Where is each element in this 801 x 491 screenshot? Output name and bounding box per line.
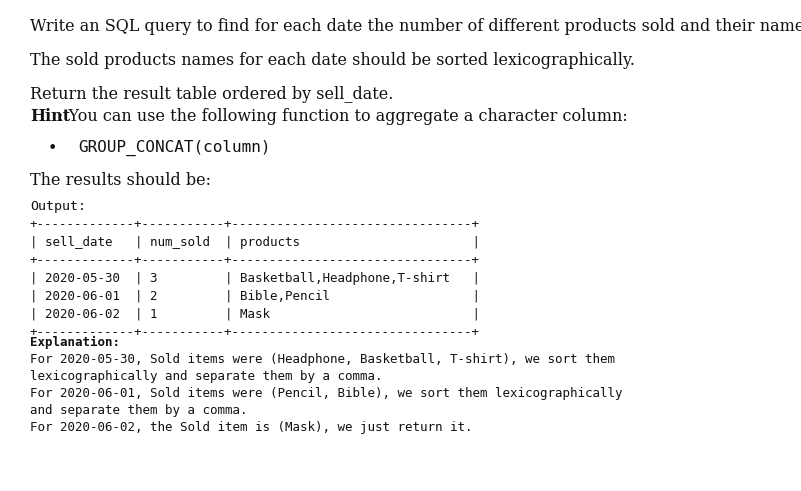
- Text: •: •: [48, 140, 58, 157]
- Text: +-------------+-----------+--------------------------------+: +-------------+-----------+-------------…: [30, 254, 480, 267]
- Text: Explanation:: Explanation:: [30, 336, 120, 349]
- Text: lexicographically and separate them by a comma.: lexicographically and separate them by a…: [30, 370, 383, 383]
- Text: The results should be:: The results should be:: [30, 172, 211, 189]
- Text: +-------------+-----------+--------------------------------+: +-------------+-----------+-------------…: [30, 326, 480, 339]
- Text: Return the result table ordered by sell_date.: Return the result table ordered by sell_…: [30, 86, 393, 103]
- Text: | 2020-06-02  | 1         | Mask                           |: | 2020-06-02 | 1 | Mask |: [30, 308, 480, 321]
- Text: GROUP_CONCAT(column): GROUP_CONCAT(column): [78, 140, 271, 156]
- Text: For 2020-06-01, Sold items were (Pencil, Bible), we sort them lexicographically: For 2020-06-01, Sold items were (Pencil,…: [30, 387, 622, 400]
- Text: For 2020-06-02, the Sold item is (Mask), we just return it.: For 2020-06-02, the Sold item is (Mask),…: [30, 421, 473, 434]
- Text: Hint: Hint: [30, 108, 70, 125]
- Text: : You can use the following function to aggregate a character column:: : You can use the following function to …: [58, 108, 628, 125]
- Text: +-------------+-----------+--------------------------------+: +-------------+-----------+-------------…: [30, 218, 480, 231]
- Text: | sell_date   | num_sold  | products                       |: | sell_date | num_sold | products |: [30, 236, 480, 249]
- Text: | 2020-05-30  | 3         | Basketball,Headphone,T-shirt   |: | 2020-05-30 | 3 | Basketball,Headphone,…: [30, 272, 480, 285]
- Text: Write an SQL query to find for each date the number of different products sold a: Write an SQL query to find for each date…: [30, 18, 801, 35]
- Text: The sold products names for each date should be sorted lexicographically.: The sold products names for each date sh…: [30, 52, 635, 69]
- Text: Output:: Output:: [30, 200, 86, 213]
- Text: For 2020-05-30, Sold items were (Headphone, Basketball, T-shirt), we sort them: For 2020-05-30, Sold items were (Headpho…: [30, 353, 615, 366]
- Text: | 2020-06-01  | 2         | Bible,Pencil                   |: | 2020-06-01 | 2 | Bible,Pencil |: [30, 290, 480, 303]
- Text: and separate them by a comma.: and separate them by a comma.: [30, 404, 248, 417]
